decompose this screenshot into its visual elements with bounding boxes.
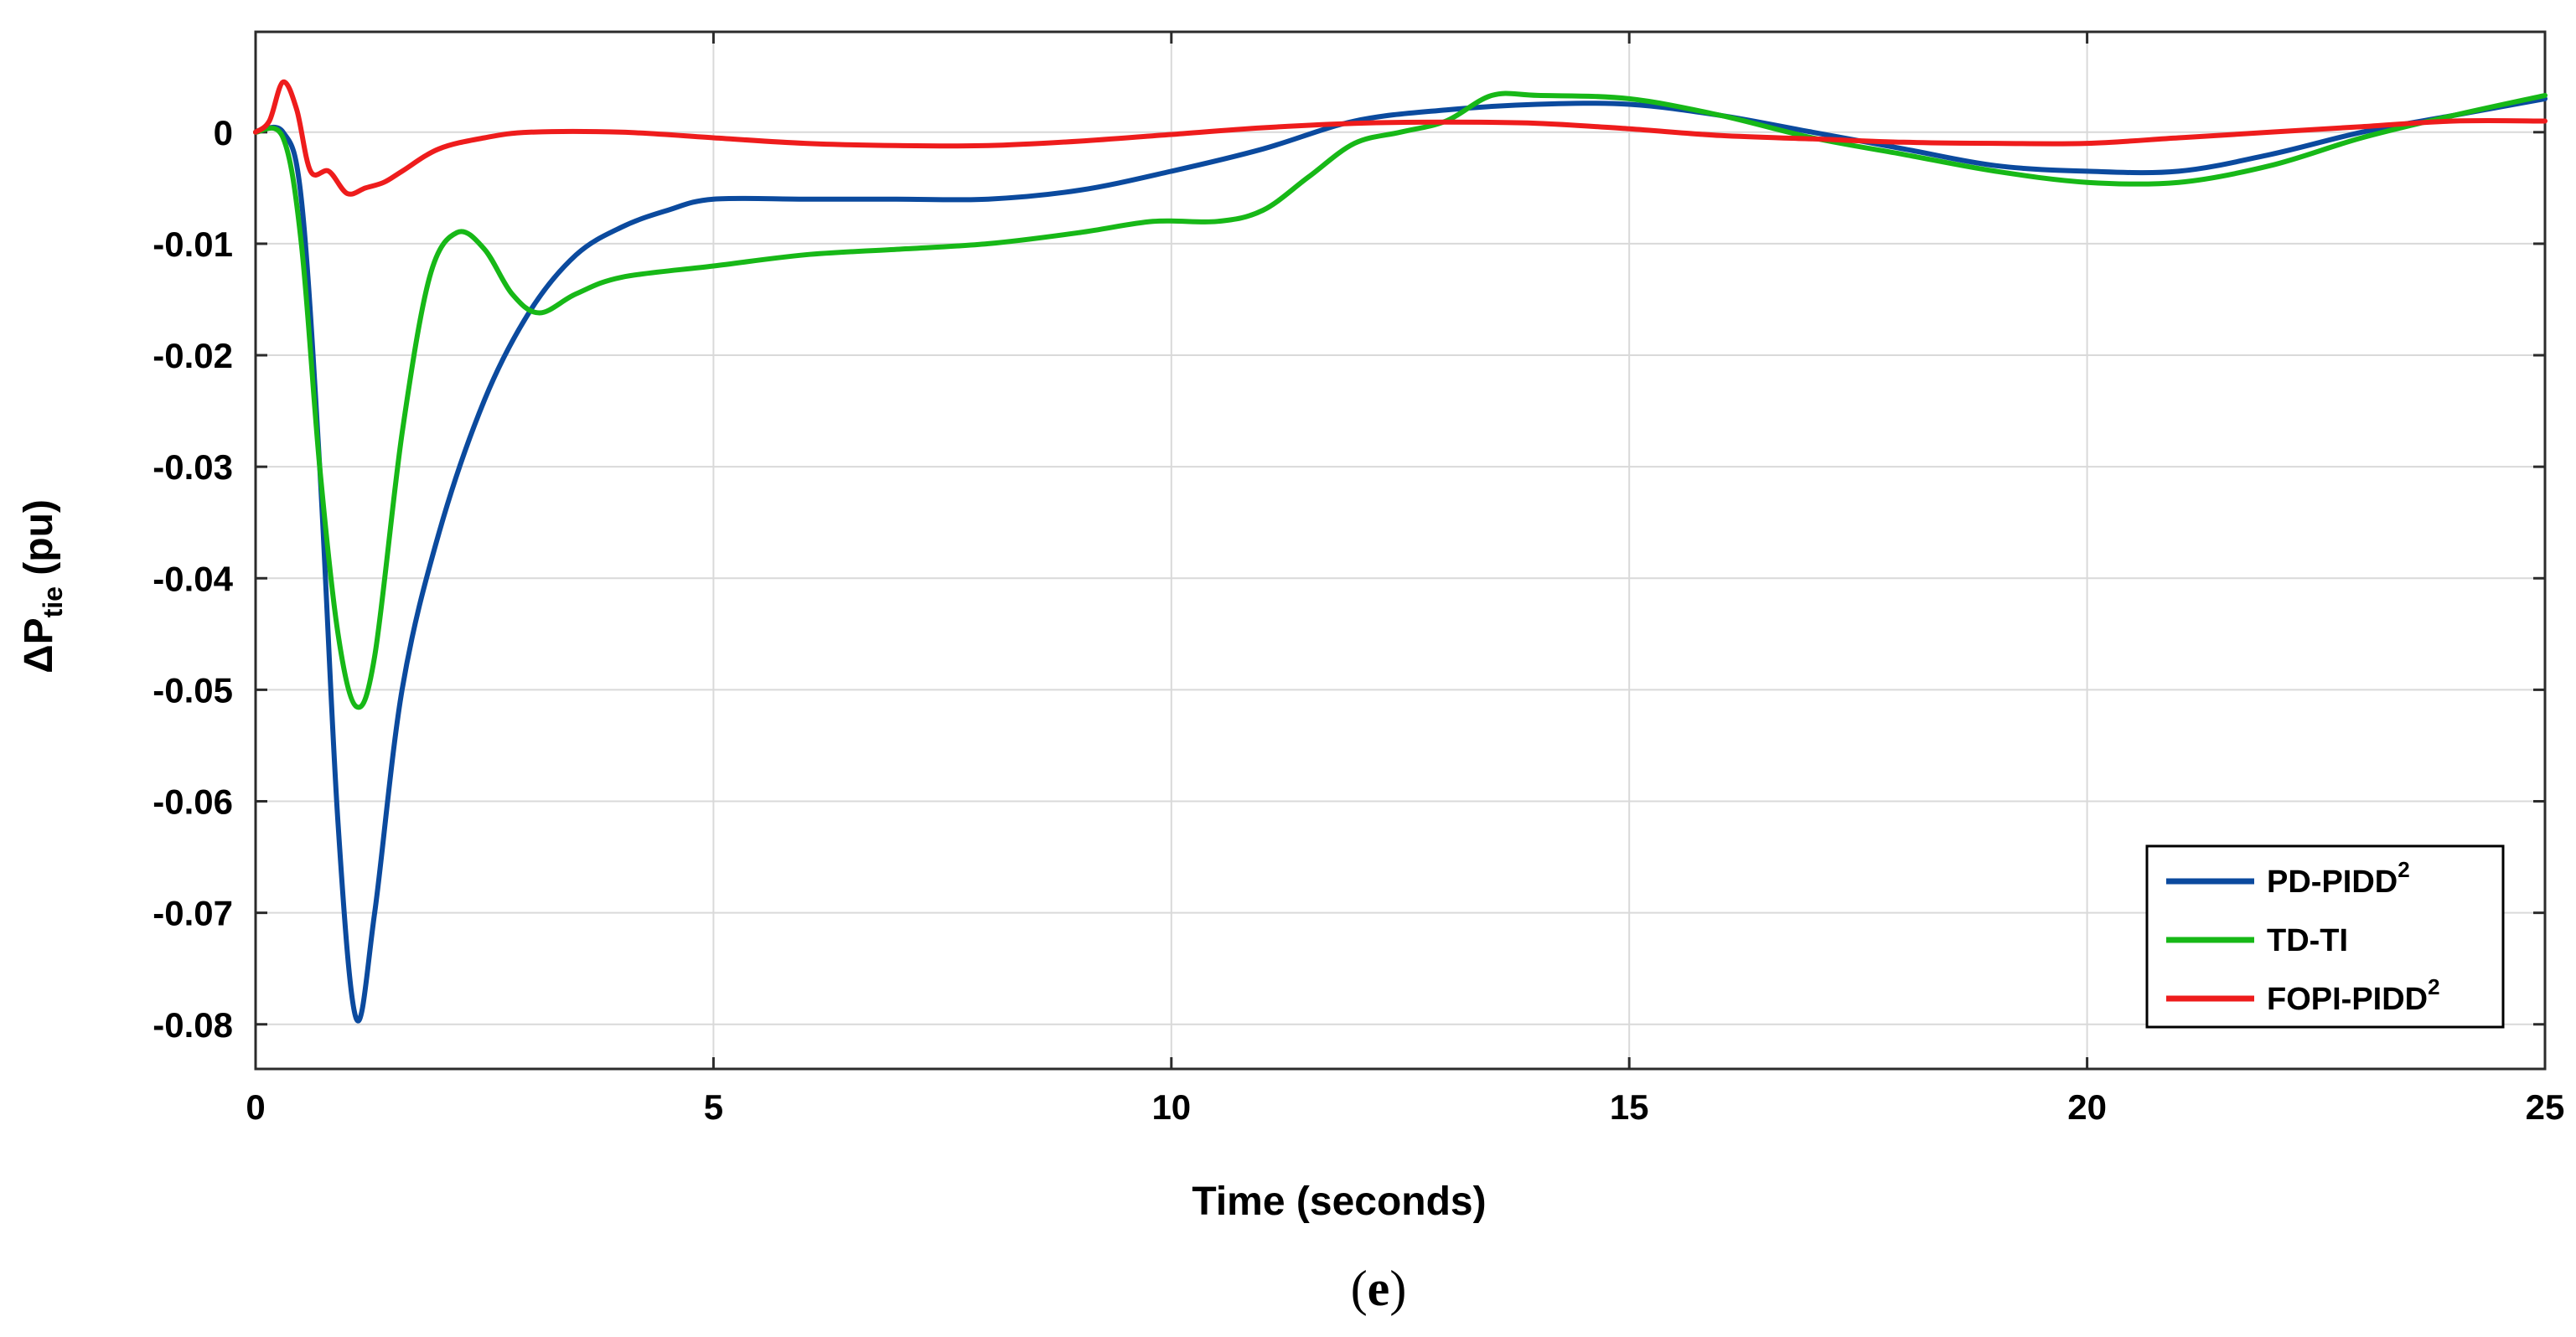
legend-label: TD-TI: [2267, 923, 2348, 958]
y-axis-ticks: 0 -0.01 -0.02 -0.03 -0.04 -0.05 -0.06 -0.07 -0.0…: [153, 113, 2545, 1045]
plot-area-frame: [254, 30, 2547, 1071]
x-tick-label: 25: [2526, 1087, 2565, 1127]
legend-label: FOPI-PIDD2: [2267, 974, 2440, 1017]
legend-item-pd-pidd2: PD-PIDD2: [2166, 857, 2410, 900]
x-axis-ticks: 0 5 10 15 20 25: [246, 32, 2564, 1127]
legend-item-fopi-pidd2: FOPI-PIDD2: [2166, 974, 2440, 1017]
y-axis-label-main: ΔP: [17, 617, 61, 674]
figure-caption-letter: e: [1368, 1261, 1390, 1316]
series-td-ti-line: [253, 90, 2548, 710]
y-tick-label: -0.03: [153, 447, 233, 487]
series-fopi-pidd2-line: [253, 79, 2548, 197]
legend-item-td-ti: TD-TI: [2166, 923, 2348, 958]
y-tick-label: -0.07: [153, 894, 233, 933]
x-tick-label: 10: [1151, 1087, 1191, 1127]
x-tick-label: 15: [1610, 1087, 1649, 1127]
series-pd-pidd2-line: [253, 96, 2548, 1024]
legend: PD-PIDD2 TD-TI FOPI-PIDD2: [2145, 844, 2505, 1029]
y-tick-label: 0: [214, 113, 233, 152]
x-axis-label: Time (seconds): [1192, 1180, 1486, 1224]
x-tick-label: 0: [246, 1087, 265, 1127]
y-axis-label: ΔPtie (pu): [17, 499, 68, 674]
y-tick-label: -0.04: [153, 559, 233, 598]
y-tick-label: -0.06: [153, 782, 233, 822]
figure-caption: (e): [1351, 1261, 1407, 1316]
x-tick-label: 20: [2067, 1087, 2107, 1127]
y-axis-label-unit: (pu): [17, 499, 61, 586]
y-tick-label: -0.01: [153, 225, 233, 264]
y-tick-label: -0.05: [153, 670, 233, 710]
legend-label: PD-PIDD2: [2267, 857, 2410, 900]
y-axis-label-subscript: tie: [38, 586, 68, 617]
series-lines: [253, 79, 2548, 1024]
y-tick-label: -0.02: [153, 336, 233, 375]
y-tick-label: -0.08: [153, 1005, 233, 1045]
x-tick-label: 5: [704, 1087, 723, 1127]
